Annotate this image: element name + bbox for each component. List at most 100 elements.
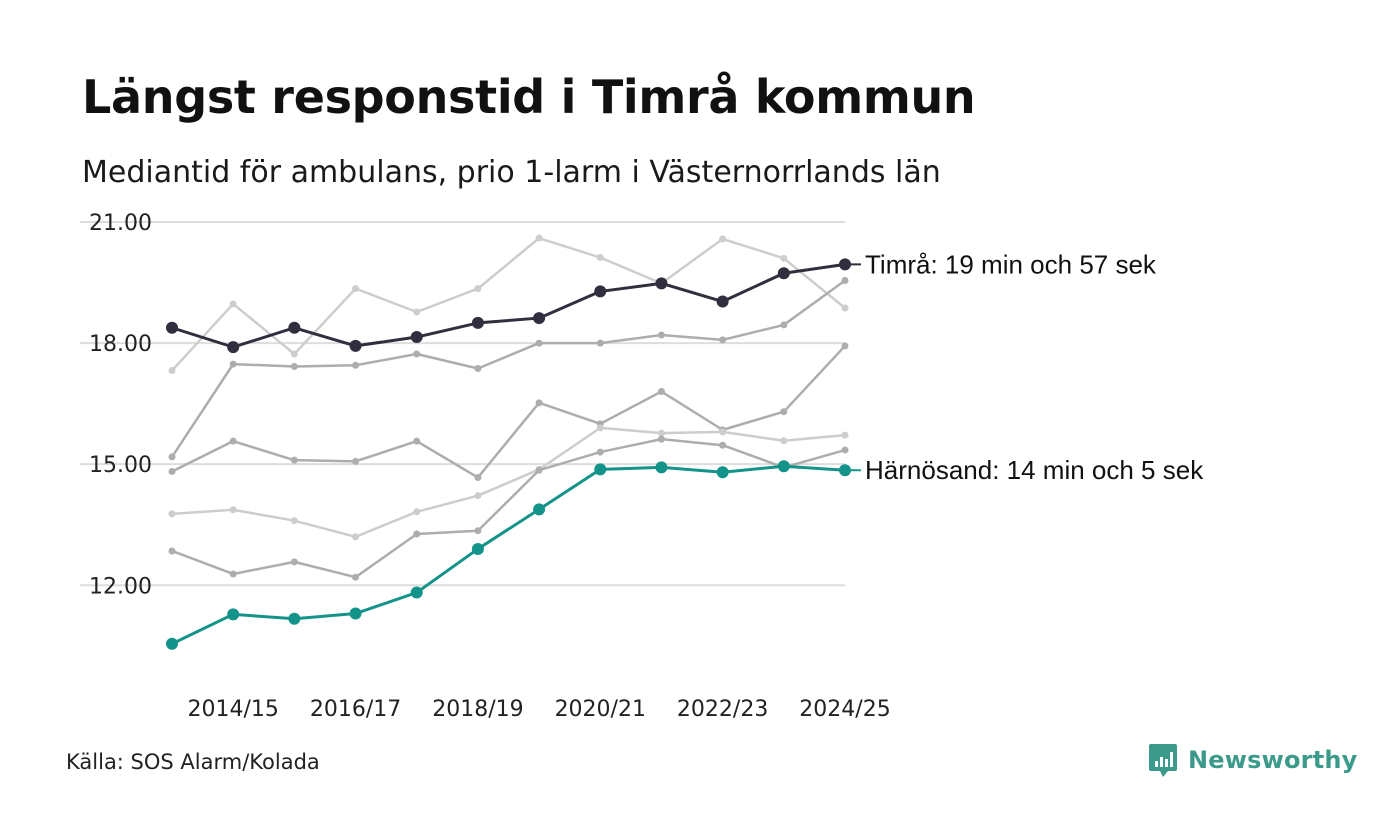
x-tick-label: 2020/21 [555,697,646,722]
data-point [535,466,543,474]
y-tick-label: 12.00 [89,574,152,599]
series-övrig-kommun-3 [168,342,849,482]
data-point [474,492,482,500]
y-tick-label: 15.00 [89,453,152,478]
data-point [780,254,788,262]
data-point [533,312,546,325]
series-line [171,426,846,539]
series-timrå: Timrå: 19 min och 57 sek [166,249,1157,354]
x-tick-label: 2014/15 [187,697,278,722]
data-point [596,424,604,432]
data-point [596,254,604,262]
data-point [229,506,237,514]
data-point [719,336,727,344]
data-point [657,388,665,396]
x-tick-label: 2018/19 [432,697,523,722]
series-härnösand: Härnösand: 14 min och 5 sek [166,455,1204,650]
data-point [716,466,729,479]
data-point [777,267,790,280]
x-tick-label: 2016/17 [310,697,401,722]
data-point [290,558,298,566]
data-point [471,542,484,555]
data-point [657,331,665,339]
data-point [780,321,788,329]
data-point [657,435,665,443]
data-point [596,339,604,347]
y-tick-label: 21.00 [89,211,152,236]
y-tick-label: 18.00 [89,332,152,357]
series-label: Härnösand: 14 min och 5 sek [865,455,1204,485]
data-point [841,446,849,454]
data-point [841,431,849,439]
series-övrig-kommun-1 [168,234,849,375]
data-point [352,533,360,541]
chart-subtitle: Mediantid för ambulans, prio 1-larm i Vä… [82,155,941,190]
data-point [413,308,421,316]
data-point [474,527,482,535]
line-chart: 12.00 15.00 18.00 21.00 2014/15 2016/17 2018/1… [80,211,1204,722]
data-point [594,463,607,476]
data-point [168,467,176,475]
data-point [168,367,176,375]
series-line [171,236,846,372]
data-point [474,474,482,482]
data-point [533,503,546,516]
data-point [229,570,237,578]
data-point [841,342,849,350]
data-point [471,316,484,329]
data-point [535,399,543,407]
data-point [474,365,482,373]
y-gridlines: 12.00 15.00 18.00 21.00 [80,211,845,599]
series-line [171,262,846,349]
series-övrig-kommun-2 [168,277,849,461]
data-point [596,448,604,456]
series-övrig-kommun-4 [168,424,849,541]
data-point [352,285,360,293]
data-point [413,350,421,358]
data-point [349,339,362,352]
x-tick-label: 2022/23 [677,697,768,722]
data-point [288,321,301,334]
data-point [841,277,849,285]
series-line [171,464,846,646]
data-point [655,277,668,290]
data-point [413,530,421,538]
data-point [777,460,790,473]
newsworthy-logo-icon [1149,744,1177,777]
data-point [168,510,176,518]
data-point [410,331,423,344]
brand-logo[interactable]: Newsworthy [1148,742,1358,778]
data-point [168,547,176,555]
data-point [290,350,298,358]
data-point [474,285,482,293]
data-point [655,461,668,474]
series-line [171,437,846,579]
series-label: Timrå: 19 min och 57 sek [865,249,1157,279]
data-point [657,429,665,437]
series-line [170,279,846,458]
data-point [229,360,237,368]
x-axis: 2014/15 2016/17 2018/19 2020/21 2022/23 2024/… [187,697,890,722]
x-tick-label: 2024/25 [799,697,890,722]
data-point [349,607,362,620]
chart-title: Längst responstid i Timrå kommun [82,70,976,124]
source-note: Källa: SOS Alarm/Kolada [66,750,320,774]
data-point [229,300,237,308]
series-line [171,345,846,479]
data-point [594,285,607,298]
data-point [352,457,360,465]
data-point [410,586,423,599]
data-point [780,408,788,416]
data-point [290,456,298,464]
data-point [227,608,240,621]
data-point [780,437,788,445]
series-övrig-kommun-5 [168,435,849,581]
brand-name: Newsworthy [1188,746,1358,774]
data-point [413,508,421,516]
data-point [352,573,360,581]
data-point [290,363,298,371]
data-point [227,341,240,354]
data-point [841,304,849,312]
data-point [352,361,360,369]
data-point [288,612,301,625]
